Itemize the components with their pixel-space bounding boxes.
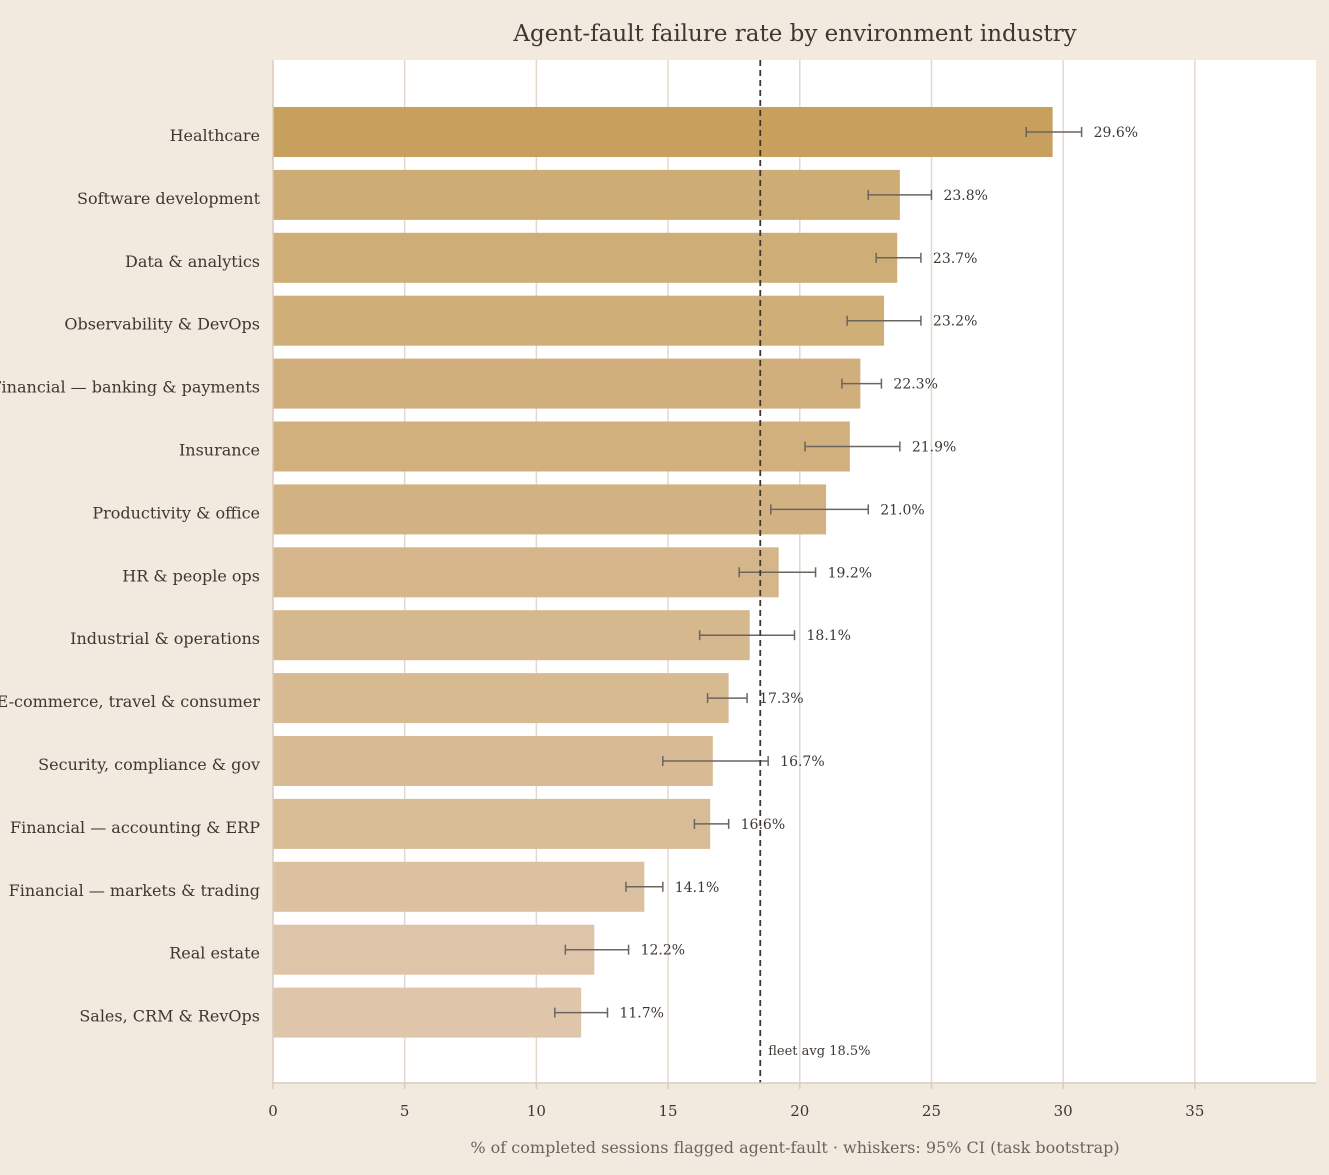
category-label: Observability & DevOps — [64, 315, 260, 334]
x-tick-label: 0 — [268, 1102, 278, 1120]
plot-area: 29.6% Healthcare 23.8% Software development… — [0, 60, 1316, 1120]
bar — [273, 987, 582, 1038]
bar — [273, 924, 595, 975]
data-label: 21.0% — [880, 502, 924, 518]
x-tick-label: 5 — [400, 1102, 410, 1120]
bar — [273, 295, 885, 346]
bar — [273, 610, 750, 661]
category-label: Security, compliance & gov — [38, 755, 260, 774]
x-tick-label: 35 — [1185, 1102, 1204, 1120]
data-label: 12.2% — [641, 943, 685, 959]
bar — [273, 673, 729, 724]
x-tick-label: 20 — [790, 1102, 809, 1120]
bar — [273, 169, 900, 220]
x-tick-label: 25 — [922, 1102, 941, 1120]
data-label: 29.6% — [1094, 125, 1138, 141]
category-label: Data & analytics — [125, 252, 260, 271]
chart-title: Agent-fault failure rate by environment … — [512, 21, 1076, 47]
category-label: Software development — [77, 189, 261, 208]
data-label: 21.9% — [912, 440, 956, 456]
category-label: Financial — markets & trading — [9, 881, 260, 900]
bar — [273, 861, 645, 912]
category-label: Sales, CRM & RevOps — [79, 1007, 260, 1026]
bar — [273, 736, 713, 786]
category-label: Productivity & office — [92, 503, 260, 522]
bar — [273, 232, 898, 283]
data-label: 22.3% — [893, 377, 937, 393]
x-tick-label: 10 — [527, 1102, 546, 1120]
bar — [273, 421, 850, 472]
data-label: 23.7% — [933, 251, 977, 267]
category-label: Financial — banking & payments — [0, 378, 260, 397]
data-label: 23.2% — [933, 314, 977, 330]
category-label: HR & people ops — [122, 566, 260, 585]
bar — [273, 798, 711, 849]
category-label: Insurance — [179, 441, 260, 460]
reference-line-label: fleet avg 18.5% — [768, 1044, 870, 1059]
category-label: Financial — accounting & ERP — [10, 818, 260, 837]
data-label: 23.8% — [943, 188, 987, 204]
bar — [273, 107, 1053, 157]
x-axis-title: % of completed sessions flagged agent-fa… — [470, 1138, 1119, 1157]
data-label: 19.2% — [828, 565, 872, 581]
category-label: Real estate — [169, 944, 260, 963]
category-label: Industrial & operations — [70, 629, 260, 648]
category-label: Healthcare — [170, 126, 260, 145]
bar — [273, 484, 827, 535]
data-label: 14.1% — [675, 880, 719, 896]
category-label: E-commerce, travel & consumer — [0, 692, 260, 711]
data-label: 16.6% — [741, 817, 785, 833]
x-tick-label: 30 — [1054, 1102, 1073, 1120]
bar — [273, 358, 861, 409]
x-tick-label: 15 — [659, 1102, 678, 1120]
data-label: 11.7% — [619, 1006, 663, 1022]
data-label: 17.3% — [759, 691, 803, 707]
data-label: 16.7% — [780, 754, 824, 770]
data-label: 18.1% — [807, 628, 851, 644]
bar — [273, 547, 779, 598]
